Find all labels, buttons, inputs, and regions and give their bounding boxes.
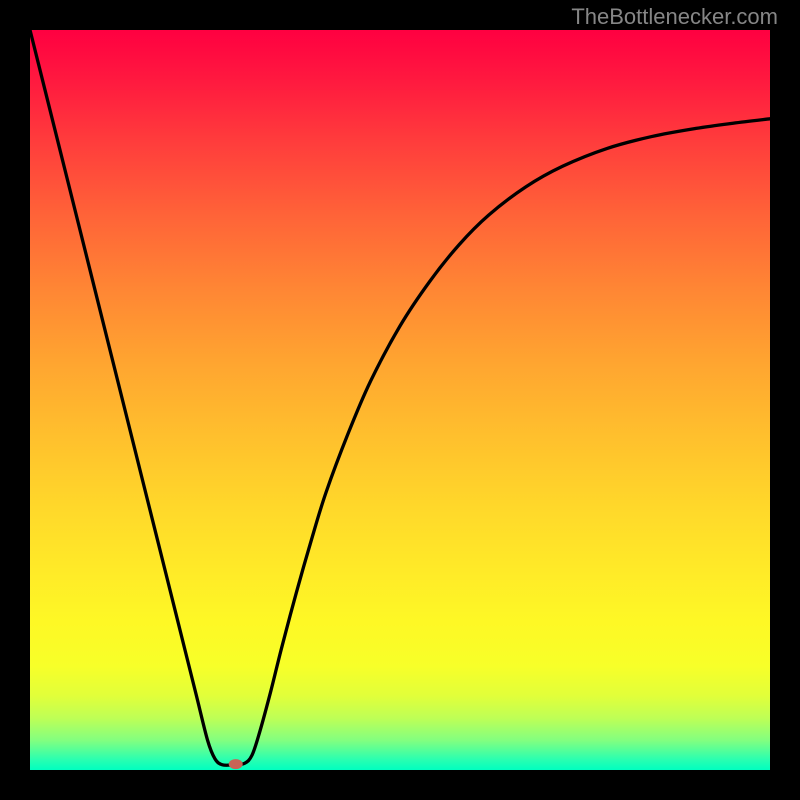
- chart-curve-layer: [30, 30, 770, 770]
- watermark-text: TheBottlenecker.com: [571, 4, 778, 30]
- bottleneck-curve: [30, 30, 770, 765]
- optimal-point-marker: [229, 759, 243, 769]
- plot-area: [30, 30, 770, 770]
